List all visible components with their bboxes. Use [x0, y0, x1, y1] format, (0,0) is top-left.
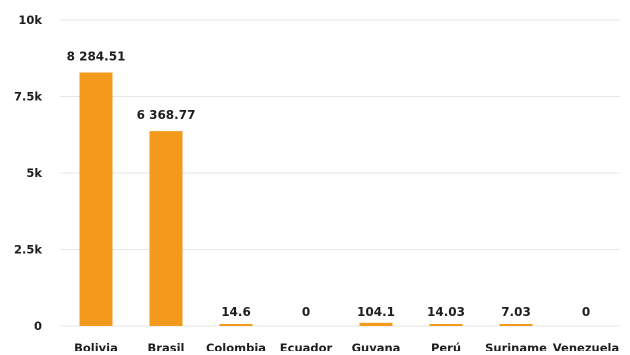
x-tick-label: Suriname: [485, 341, 547, 351]
x-tick-label: Ecuador: [280, 341, 333, 351]
x-tick-label: Brasil: [148, 341, 185, 351]
data-label: 7.03: [501, 305, 531, 319]
gridlines: [60, 19, 620, 327]
data-label: 0: [582, 305, 590, 319]
x-tick-label: Venezuela: [553, 341, 619, 351]
x-axis: Bolivia Brasil Colombia Ecuador Guyana Perú Su…: [74, 341, 619, 355]
data-labels: 8 284.51 6 368.77 14.6 0 104.1 14.03 7.03 0: [67, 49, 591, 319]
y-tick-label: 0: [34, 319, 42, 333]
x-tick-label: Perú: [431, 341, 461, 351]
bar: [149, 131, 183, 326]
bar: [219, 324, 253, 326]
y-tick-label: 10k: [18, 13, 42, 27]
y-tick-label: 5k: [26, 166, 42, 180]
bar: [429, 324, 463, 326]
bar: [359, 322, 393, 326]
x-tick-label: Guyana: [352, 341, 401, 351]
data-label: 0: [302, 305, 310, 319]
data-label: 8 284.51: [67, 49, 126, 63]
y-axis: 0 2.5k 5k 7.5k 10k: [14, 13, 42, 333]
y-tick-label: 7.5k: [14, 90, 42, 104]
data-label: 6 368.77: [137, 108, 196, 122]
x-tick-label: Colombia: [206, 341, 266, 351]
bars: [79, 72, 533, 327]
data-label: 104.1: [357, 305, 395, 319]
bar: [79, 72, 113, 327]
x-tick-label: Bolivia: [74, 341, 118, 351]
data-label: 14.03: [427, 305, 465, 319]
y-tick-label: 2.5k: [14, 243, 42, 257]
bar: [499, 324, 533, 326]
data-label: 14.6: [221, 305, 251, 319]
